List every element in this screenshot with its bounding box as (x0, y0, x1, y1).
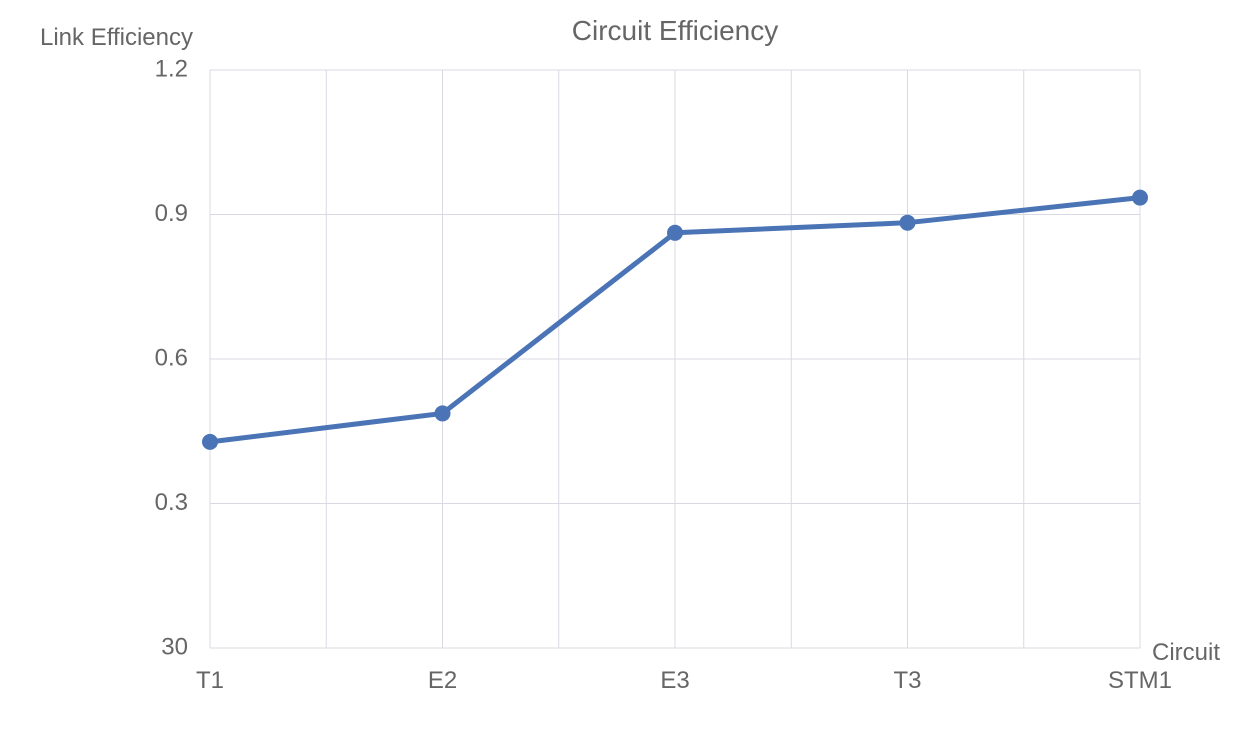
data-marker (1132, 190, 1148, 206)
chart-container: 30 0.3 0.6 0.9 1.2 T1 E2 E3 T3 STM1 Circuit Effici… (0, 0, 1256, 750)
data-marker (900, 215, 916, 231)
x-tick-label: E3 (660, 667, 689, 694)
line-chart: 30 0.3 0.6 0.9 1.2 T1 E2 E3 T3 STM1 Circuit Effici… (0, 0, 1256, 750)
x-tick-label: E2 (428, 667, 457, 694)
data-marker (435, 405, 451, 421)
data-marker (667, 225, 683, 241)
x-tick-label: T3 (893, 667, 921, 694)
chart-bg (0, 0, 1256, 750)
x-tick-label: STM1 (1108, 667, 1172, 694)
y-tick-label: 0.3 (155, 489, 188, 516)
y-axis-title: Link Efficiency (40, 24, 193, 51)
y-tick-label: 0.6 (155, 344, 188, 371)
chart-title: Circuit Efficiency (572, 15, 778, 46)
y-tick-label: 0.9 (155, 200, 188, 227)
x-axis-title: Circuit (1152, 639, 1220, 666)
y-tick-label: 1.2 (155, 55, 188, 82)
y-tick-label: 30 (161, 633, 188, 660)
x-tick-label: T1 (196, 667, 224, 694)
data-marker (202, 434, 218, 450)
